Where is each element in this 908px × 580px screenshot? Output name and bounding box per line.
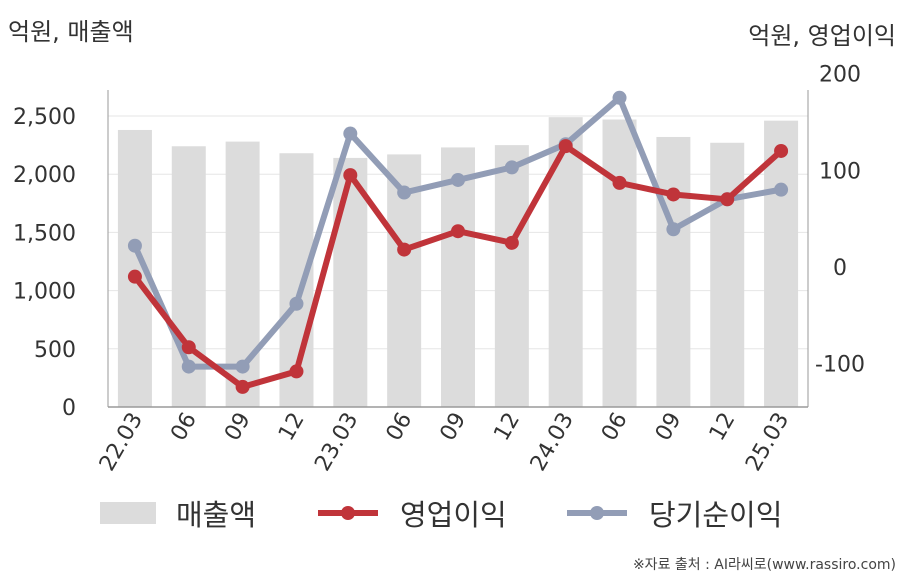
left-axis-unit: 억원, 매출액 — [8, 18, 134, 46]
x-tick-4: 23.03 — [310, 409, 363, 476]
x-tick-10: 09 — [651, 409, 687, 446]
legend-swatch-net-income — [567, 506, 627, 520]
x-tick-6: 09 — [436, 409, 472, 446]
legend-label-revenue: 매출액 — [176, 498, 257, 532]
y-tick-left-1: 500 — [34, 338, 76, 363]
point-operating-profit-5 — [397, 242, 412, 257]
point-operating-profit-4 — [343, 168, 358, 183]
y-tick-left-5: 2,500 — [13, 105, 76, 130]
x-tick-2: 09 — [220, 409, 256, 446]
point-net-income-2 — [235, 359, 250, 374]
x-tick-11: 12 — [705, 409, 741, 446]
legend-swatch-revenue — [100, 502, 156, 524]
point-operating-profit-7 — [504, 235, 519, 250]
point-net-income-12 — [774, 182, 789, 197]
y-tick-left-2: 1,000 — [13, 280, 76, 305]
legend-item-operating-profit: 영업이익 — [316, 492, 507, 534]
bar-revenue-11 — [710, 142, 745, 407]
bar-revenue-6 — [441, 147, 475, 408]
point-operating-profit-2 — [235, 379, 250, 394]
bar-revenue-4 — [333, 157, 368, 407]
point-operating-profit-10 — [666, 187, 681, 202]
bar-revenue-9 — [602, 119, 637, 407]
point-operating-profit-9 — [612, 175, 627, 190]
legend-marker-net-income — [590, 506, 604, 520]
x-tick-3: 12 — [274, 409, 310, 446]
x-tick-1: 06 — [166, 409, 202, 446]
legend-swatch-operating-profit — [318, 506, 378, 520]
x-tick-12: 25.03 — [741, 409, 794, 476]
x-tick-8: 24.03 — [526, 409, 579, 476]
point-operating-profit-8 — [558, 139, 573, 154]
point-net-income-9 — [612, 90, 627, 105]
y-tick-left-0: 0 — [62, 396, 76, 421]
y-tick-left-4: 2,000 — [13, 163, 76, 188]
chart-plot: 0 500 1,000 1,500 2,000 2,500 -100 0 100 200 22.03… — [13, 63, 865, 476]
bar-revenue-10 — [656, 136, 691, 407]
point-operating-profit-1 — [181, 340, 196, 355]
legend-marker-operating-profit — [341, 506, 355, 520]
point-net-income-0 — [127, 238, 142, 253]
point-net-income-3 — [289, 296, 304, 311]
point-operating-profit-11 — [720, 192, 735, 207]
x-tick-5: 06 — [382, 409, 418, 446]
bar-revenue-12 — [764, 120, 799, 407]
y-tick-left-3: 1,500 — [13, 221, 76, 246]
point-net-income-7 — [504, 160, 519, 175]
point-net-income-1 — [181, 359, 196, 374]
point-operating-profit-3 — [289, 364, 304, 379]
bar-revenue-7 — [494, 145, 529, 407]
source-note: ※자료 출처 : AI라씨로(www.rassiro.com) — [632, 557, 896, 573]
bar-revenue-8 — [548, 117, 583, 407]
right-axis-unit: 억원, 영업이익 — [748, 22, 896, 50]
x-tick-0: 22.03 — [95, 409, 148, 476]
legend-item-net-income: 당기순이익 — [565, 492, 782, 534]
y-tick-right-3: 200 — [819, 63, 861, 88]
legend-label-operating-profit: 영업이익 — [400, 498, 507, 532]
point-net-income-4 — [343, 126, 358, 141]
x-tick-7: 12 — [489, 409, 525, 446]
point-operating-profit-12 — [774, 143, 789, 158]
point-net-income-6 — [451, 172, 465, 187]
point-net-income-5 — [397, 185, 412, 200]
point-net-income-10 — [666, 222, 681, 237]
legend-label-net-income: 당기순이익 — [649, 498, 783, 532]
legend-item-revenue: 매출액 — [100, 492, 256, 534]
x-tick-9: 06 — [597, 409, 633, 446]
point-operating-profit-6 — [451, 224, 465, 239]
y-tick-right-2: 100 — [819, 159, 861, 184]
y-tick-right-1: 0 — [833, 256, 847, 281]
point-operating-profit-0 — [127, 269, 142, 284]
y-tick-right-0: -100 — [815, 353, 865, 378]
